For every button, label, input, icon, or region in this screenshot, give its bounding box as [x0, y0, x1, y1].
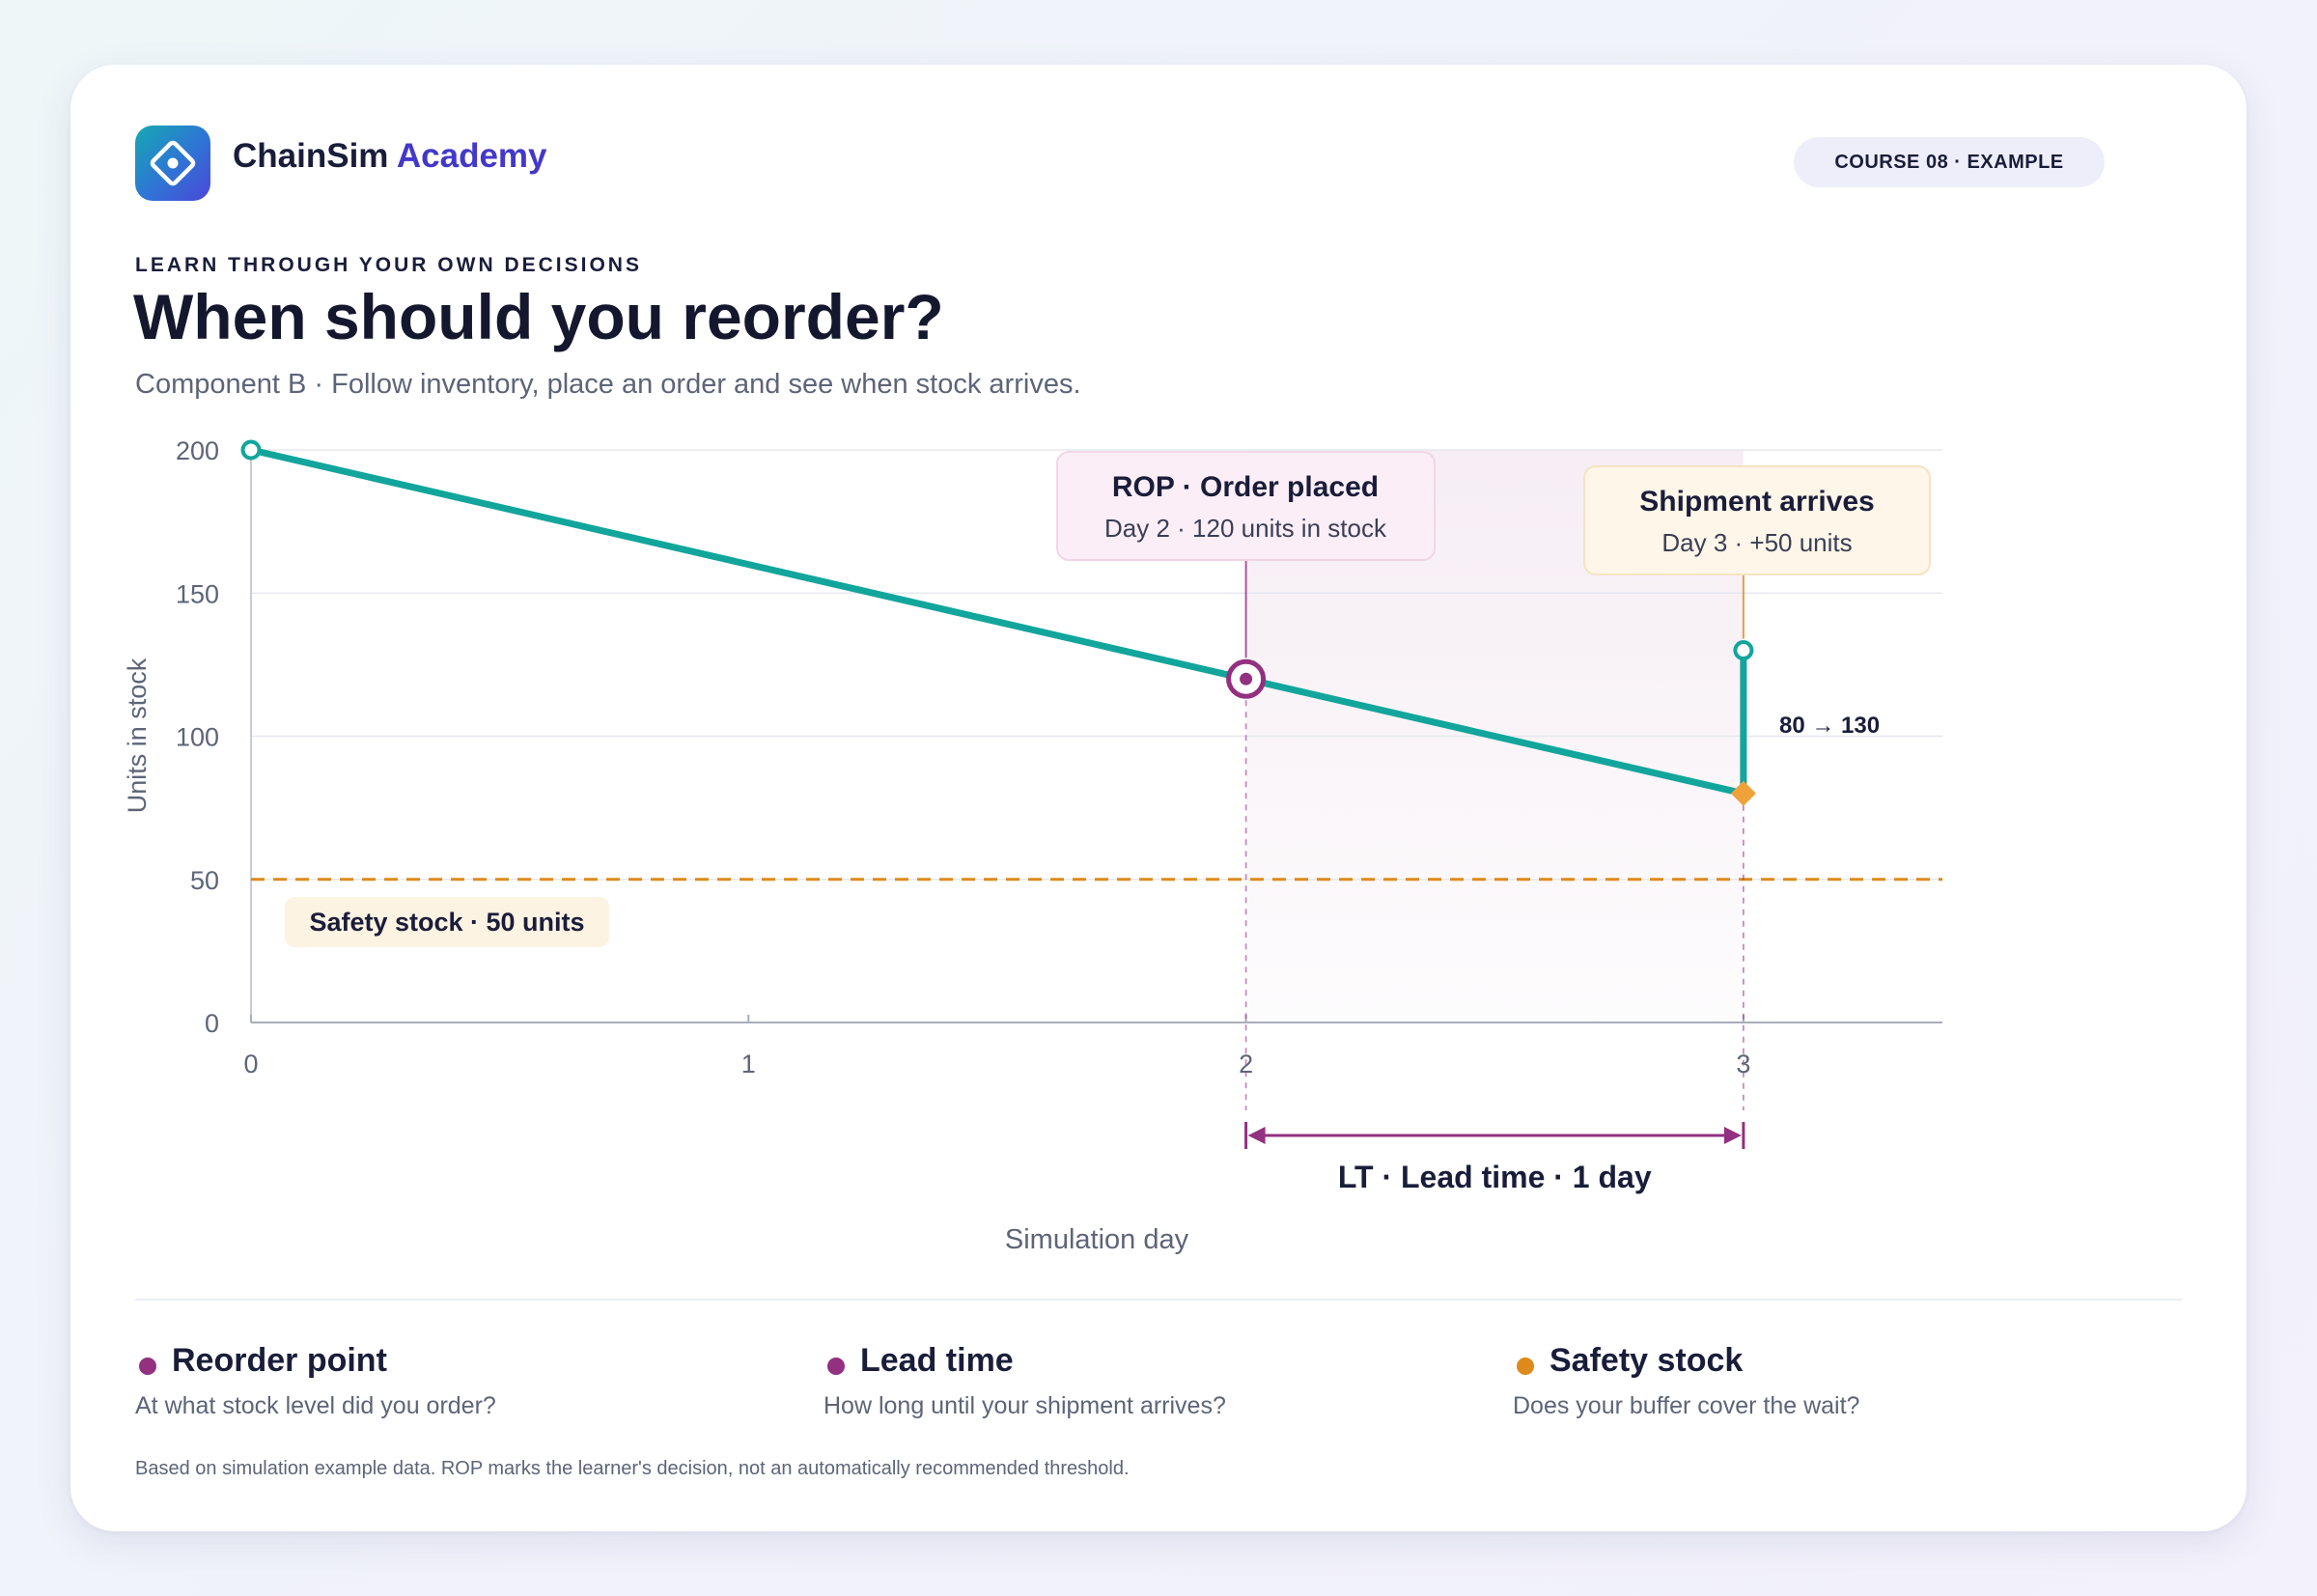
legend-title: Safety stock [1549, 1342, 1744, 1379]
rop-callout-title: ROP · Order placed [1112, 471, 1379, 503]
diamond-logo-icon [150, 140, 196, 186]
legend-dot [827, 1358, 845, 1375]
rop-callout-box [1056, 451, 1436, 561]
arrival-marker [1730, 780, 1756, 806]
legend-title: Lead time [860, 1342, 1014, 1379]
lead-time-label: LT · Lead time · 1 day [1338, 1160, 1652, 1194]
shipment-callout-title: Shipment arrives [1639, 486, 1874, 518]
course-badge: COURSE 08 · EXAMPLE [1794, 137, 2105, 187]
y-tick-label: 150 [176, 579, 219, 608]
x-axis-label: Simulation day [1005, 1224, 1189, 1255]
x-tick-label: 3 [1736, 1050, 1750, 1078]
lead-time-arrow-right [1723, 1127, 1742, 1144]
rop-marker-dot [1240, 672, 1253, 686]
y-tick-label: 200 [176, 436, 219, 465]
legend-desc: At what stock level did you order? [135, 1392, 496, 1419]
footnote: Based on simulation example data. ROP ma… [135, 1458, 1130, 1479]
y-tick-label: 0 [205, 1009, 219, 1038]
safety-stock-label-box [285, 897, 609, 947]
y-tick-label: 100 [176, 723, 219, 752]
inventory-series-line [250, 446, 1747, 798]
lead-time-arrow-left [1247, 1127, 1266, 1144]
legend-desc: How long until your shipment arrives? [824, 1392, 1226, 1419]
page-subtitle: Component B · Follow inventory, place an… [135, 369, 1081, 400]
x-tick-label: 2 [1239, 1050, 1253, 1078]
shipment-callout-box [1583, 465, 1931, 575]
y-tick-label: 50 [190, 866, 219, 895]
legend-title: Reorder point [172, 1342, 387, 1379]
x-tick-label: 0 [243, 1050, 258, 1078]
brand-accent: Academy [396, 137, 547, 175]
section-divider [135, 1299, 2182, 1301]
legend-dot [1517, 1358, 1534, 1375]
safety-stock-label: Safety stock · 50 units [309, 908, 584, 937]
legend-desc: Does your buffer cover the wait? [1513, 1392, 1860, 1419]
brand-primary: ChainSim [233, 137, 389, 175]
y-axis-label: Units in stock [123, 658, 152, 813]
legend-dot [139, 1358, 156, 1375]
start-point-marker [240, 439, 262, 461]
app-logo[interactable] [135, 126, 210, 201]
shipment-callout-detail: Day 3 · +50 units [1661, 528, 1852, 557]
eyebrow: LEARN THROUGH YOUR OWN DECISIONS [135, 254, 642, 276]
brand-name: ChainSim Academy [233, 137, 547, 176]
restocked-point-marker [1733, 640, 1754, 661]
main-card [70, 65, 2247, 1531]
rop-callout-detail: Day 2 · 120 units in stock [1104, 514, 1387, 543]
x-tick-label: 1 [741, 1050, 756, 1078]
page-title: When should you reorder? [133, 281, 944, 352]
shipment-jump-label: 80 → 130 [1779, 713, 1880, 739]
